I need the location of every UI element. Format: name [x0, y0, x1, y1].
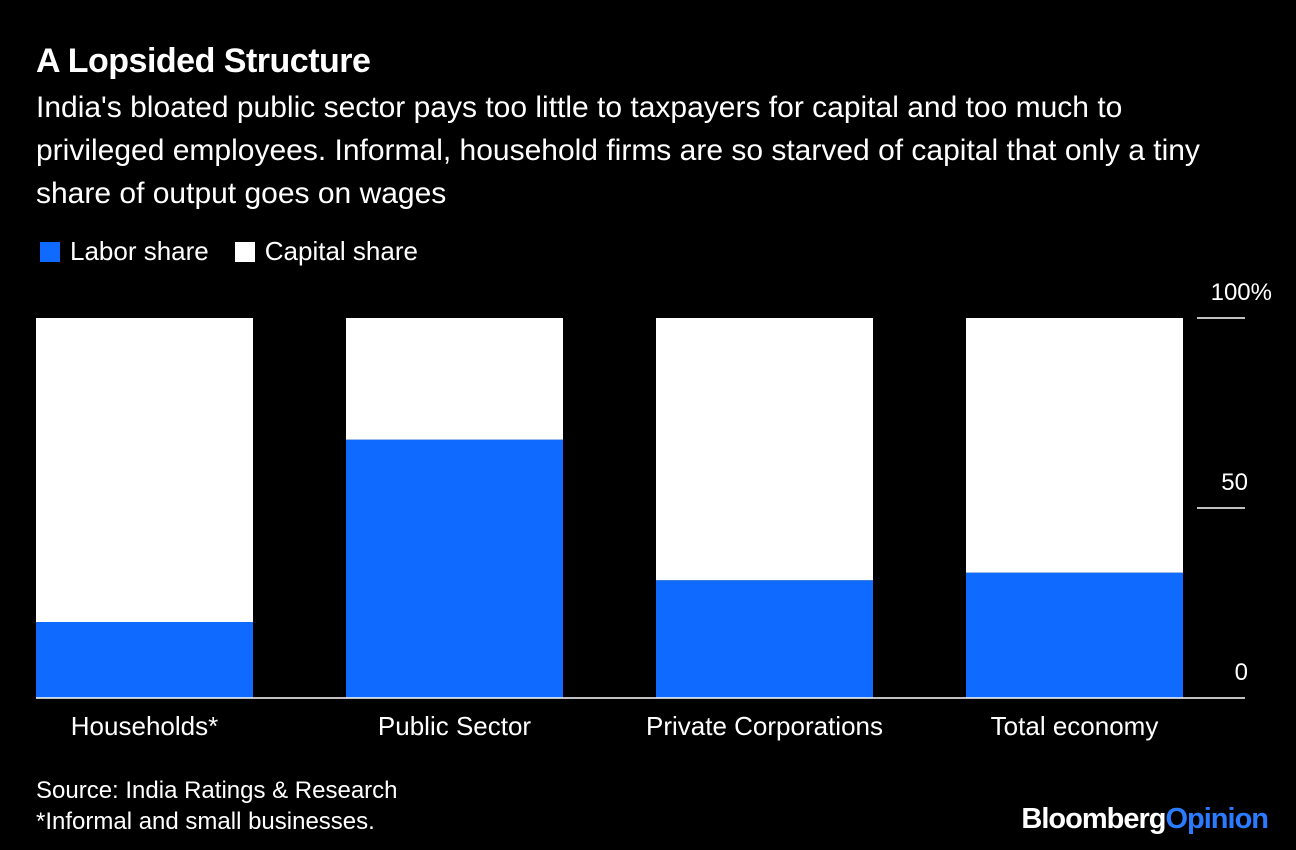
- x-tick-label-1: Public Sector: [378, 711, 532, 741]
- y-tick-label-2: 100%: [1211, 279, 1272, 306]
- source-block: Source: India Ratings & Research *Inform…: [36, 775, 398, 837]
- bar-capital-1: [346, 318, 563, 440]
- bar-labor-0: [36, 622, 253, 698]
- bar-capital-2: [656, 318, 873, 581]
- bar-capital-3: [966, 318, 1183, 573]
- bar-labor-3: [966, 572, 1183, 698]
- x-tick-label-2: Private Corporations: [646, 711, 883, 741]
- legend-item-labor: Labor share: [40, 236, 209, 267]
- logo-brand: Bloomberg: [1021, 803, 1166, 835]
- footnote-text: *Informal and small businesses.: [36, 808, 375, 835]
- legend: Labor share Capital share: [40, 236, 444, 267]
- legend-swatch-labor: [40, 241, 60, 262]
- bar-labor-2: [656, 580, 873, 698]
- x-tick-label-0: Households*: [71, 711, 218, 741]
- bar-capital-0: [36, 318, 253, 622]
- chart-title: A Lopsided Structure: [36, 42, 371, 80]
- x-tick-label-3: Total economy: [991, 711, 1159, 741]
- source-text: Source: India Ratings & Research: [36, 777, 398, 804]
- bar-labor-1: [346, 439, 563, 698]
- legend-item-capital: Capital share: [234, 236, 418, 267]
- logo-suffix: Opinion: [1165, 803, 1269, 835]
- y-tick-label-1: 50: [1221, 469, 1248, 496]
- legend-label-labor: Labor share: [70, 236, 209, 266]
- legend-swatch-capital: [234, 241, 255, 262]
- legend-label-capital: Capital share: [264, 236, 418, 266]
- chart-subtitle: India's bloated public sector pays too l…: [36, 91, 1200, 210]
- y-tick-label-0: 0: [1235, 659, 1248, 686]
- bloomberg-opinion-logo: BloombergOpinion: [1021, 803, 1269, 836]
